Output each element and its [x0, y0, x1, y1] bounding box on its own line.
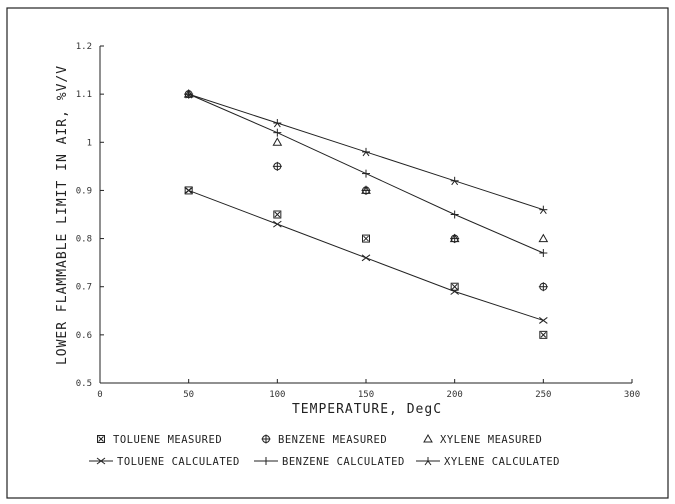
series-toluene-measured: [184, 186, 548, 339]
legend-marker: [262, 457, 270, 465]
legend-item-toluene-measured: TOLUENE MEASURED: [97, 434, 222, 446]
legend-marker: [96, 457, 106, 465]
legend-label: BENZENE CALCULATED: [282, 456, 405, 468]
y-tick-label: 0.7: [76, 283, 92, 293]
legend-item-xylene-measured: XYLENE MEASURED: [423, 433, 542, 446]
y-tick-label: 0.5: [76, 379, 92, 389]
y-tick-label: 0.8: [76, 235, 92, 245]
x-tick-label: 100: [269, 390, 285, 400]
data-point-toluene-measured: [273, 210, 282, 219]
legend-item-xylene-calculated: XYLENE CALCULATED: [416, 456, 560, 468]
data-point-toluene-calculated: [539, 317, 548, 324]
legend-item-benzene-calculated: BENZENE CALCULATED: [254, 456, 405, 468]
legend-label: XYLENE MEASURED: [440, 434, 542, 446]
x-tick-label: 0: [97, 390, 102, 400]
data-point-xylene-calculated: [184, 90, 193, 99]
x-tick-label: 250: [535, 390, 551, 400]
data-point-xylene-measured: [361, 185, 371, 194]
legend-label: BENZENE MEASURED: [278, 434, 387, 446]
data-point-benzene-measured: [272, 161, 282, 171]
y-tick-label: 1.2: [76, 42, 92, 52]
data-point-toluene-calculated: [361, 254, 371, 262]
data-point-xylene-calculated: [362, 147, 370, 157]
y-tick-label: 1: [87, 138, 92, 148]
data-point-xylene-measured: [272, 137, 283, 146]
legend-item-benzene-measured: BENZENE MEASURED: [261, 434, 387, 446]
series-benzene-calculated: [184, 90, 548, 258]
data-point-xylene-calculated: [273, 119, 282, 128]
data-point-xylene-calculated: [539, 205, 548, 214]
y-tick-label: 1.1: [76, 90, 92, 100]
data-point-xylene-calculated: [450, 176, 459, 186]
data-point-toluene-measured: [539, 330, 548, 339]
legend-label: TOLUENE MEASURED: [113, 434, 222, 446]
data-point-toluene-calculated: [450, 288, 459, 295]
series-toluene-calculated: [184, 187, 548, 324]
legend-marker: [423, 433, 433, 443]
data-point-toluene-measured: [362, 234, 370, 243]
data-point-xylene-measured: [538, 233, 549, 243]
x-tick-label: 300: [624, 390, 640, 400]
x-tick-label: 150: [358, 390, 374, 400]
legend-item-toluene-calculated: TOLUENE CALCULATED: [89, 456, 240, 468]
plot-area: 0 50 100 150 200 250 300 0.5 0.6 0.7 0.8 0.9 1 1.1 1.2: [76, 42, 640, 400]
y-tick-label: 0.6: [76, 331, 92, 341]
x-tick-label: 50: [183, 390, 194, 400]
x-tick-label: 200: [447, 390, 463, 400]
data-point-toluene-measured: [450, 282, 459, 291]
series-benzene-measured: [184, 89, 548, 292]
data-point-xylene-measured: [449, 233, 460, 243]
data-point-benzene-calculated: [539, 249, 548, 258]
legend-marker: [261, 434, 271, 444]
legend-label: XYLENE CALCULATED: [444, 456, 560, 468]
data-point-benzene-calculated: [450, 210, 459, 219]
data-point-benzene-calculated: [362, 169, 370, 178]
y-tick-label: 0.9: [76, 186, 92, 196]
outer-frame: [6, 7, 669, 499]
x-axis-title: TEMPERATURE, DegC: [292, 402, 442, 417]
legend-label: TOLUENE CALCULATED: [117, 456, 240, 468]
legend-marker: [97, 435, 105, 443]
series-line-toluene-calculated: [188, 189, 544, 321]
data-point-toluene-calculated: [273, 220, 282, 228]
data-point-toluene-calculated: [184, 187, 193, 194]
data-point-benzene-measured: [538, 282, 548, 292]
data-point-benzene-calculated: [273, 128, 282, 137]
series-xylene-calculated: [184, 90, 548, 214]
series-xylene-measured: [183, 89, 549, 243]
legend-marker: [424, 457, 432, 466]
legend: TOLUENE MEASURED BENZENE MEASURED XYLENE M…: [89, 433, 560, 468]
y-axis-title: LOWER FLAMMABLE LIMIT IN AIR, %V/V: [55, 65, 70, 365]
